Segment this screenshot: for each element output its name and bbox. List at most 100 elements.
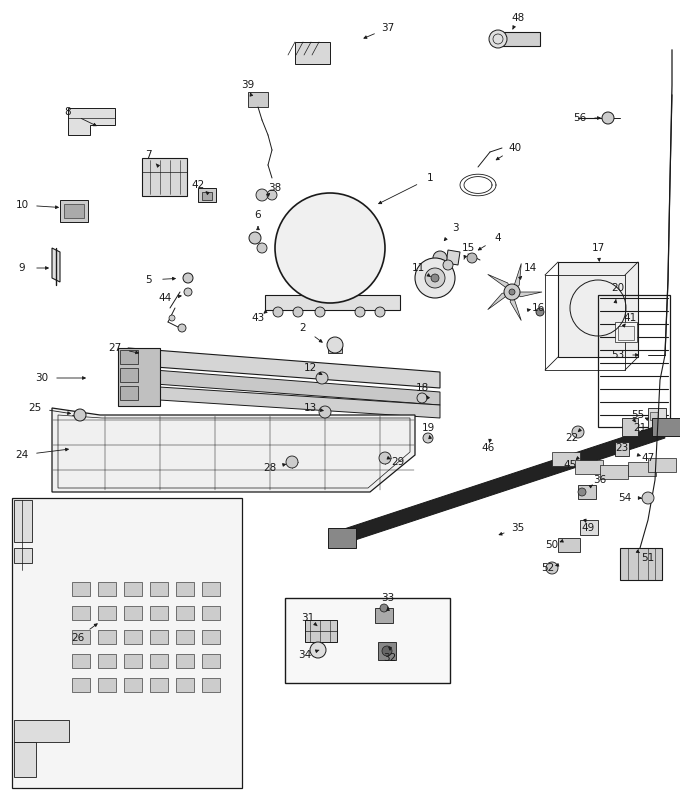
Text: 17: 17 [592,243,605,253]
Circle shape [355,307,365,317]
Bar [14,548,32,563]
Circle shape [256,189,268,201]
Circle shape [257,243,267,253]
Bar [598,295,670,427]
Text: 20: 20 [611,283,624,293]
Text: 36: 36 [594,475,607,485]
Circle shape [169,315,175,321]
Bar [150,582,168,596]
Bar [600,465,628,479]
Bar [150,654,168,668]
Circle shape [267,190,277,200]
Polygon shape [128,385,440,418]
Text: 23: 23 [615,443,628,453]
Bar [328,528,356,548]
Circle shape [433,251,447,265]
Bar [652,418,680,436]
Text: 39: 39 [241,80,254,90]
Text: 56: 56 [573,113,587,123]
Text: 10: 10 [16,200,29,210]
Circle shape [379,452,391,464]
Circle shape [467,253,477,263]
Text: 18: 18 [415,383,428,393]
Circle shape [415,258,455,298]
Circle shape [443,260,453,270]
Bar [98,678,116,692]
Bar [142,158,187,196]
Text: 11: 11 [411,263,424,273]
Circle shape [327,337,343,353]
Text: 51: 51 [641,553,655,563]
Text: 27: 27 [108,343,122,353]
Circle shape [602,112,614,124]
Bar [285,598,450,683]
Text: 14: 14 [524,263,537,273]
Circle shape [316,372,328,384]
Circle shape [183,273,193,283]
Bar [648,458,676,472]
Text: 12: 12 [303,363,317,373]
Text: 44: 44 [158,293,171,303]
Bar [578,485,596,499]
Circle shape [509,289,515,295]
Bar [498,32,540,46]
Text: 53: 53 [611,350,625,360]
Circle shape [572,426,584,438]
Text: 19: 19 [422,423,435,433]
Bar [124,582,142,596]
Bar [618,326,634,340]
Text: 46: 46 [481,443,494,453]
Text: 7: 7 [145,150,152,160]
Bar [176,630,194,644]
Bar [120,386,138,400]
Circle shape [293,307,303,317]
Text: 40: 40 [509,143,522,153]
Text: 42: 42 [191,180,205,190]
Text: 35: 35 [511,523,525,533]
Polygon shape [128,348,440,388]
Bar [615,442,629,456]
Bar [98,606,116,620]
Polygon shape [265,295,400,310]
Polygon shape [68,108,115,135]
Polygon shape [446,250,460,265]
Bar [628,462,656,476]
Polygon shape [510,292,522,321]
Polygon shape [52,408,415,492]
Bar [202,630,220,644]
Text: 29: 29 [392,457,405,467]
Bar [98,582,116,596]
Bar [375,608,393,623]
Bar [12,498,242,788]
Text: 55: 55 [631,410,645,420]
Circle shape [178,324,186,332]
Bar [558,538,580,552]
Text: 16: 16 [531,303,545,313]
Bar [124,606,142,620]
Bar [328,345,342,353]
Text: 32: 32 [384,653,396,663]
Bar [72,654,90,668]
Circle shape [417,393,427,403]
Bar [60,200,88,222]
Bar [176,606,194,620]
Circle shape [319,406,331,418]
Bar [202,654,220,668]
Circle shape [642,492,654,504]
Bar [72,678,90,692]
Circle shape [489,30,507,48]
Bar [620,548,662,580]
Bar [124,678,142,692]
Text: 25: 25 [29,403,41,413]
Bar [615,322,637,342]
Bar [202,678,220,692]
Text: 5: 5 [145,275,152,285]
Text: 41: 41 [624,313,636,323]
Polygon shape [512,264,522,292]
Bar [124,630,142,644]
Bar [98,630,116,644]
Circle shape [536,308,544,316]
Bar [202,582,220,596]
Text: 49: 49 [581,523,594,533]
Circle shape [504,284,520,300]
